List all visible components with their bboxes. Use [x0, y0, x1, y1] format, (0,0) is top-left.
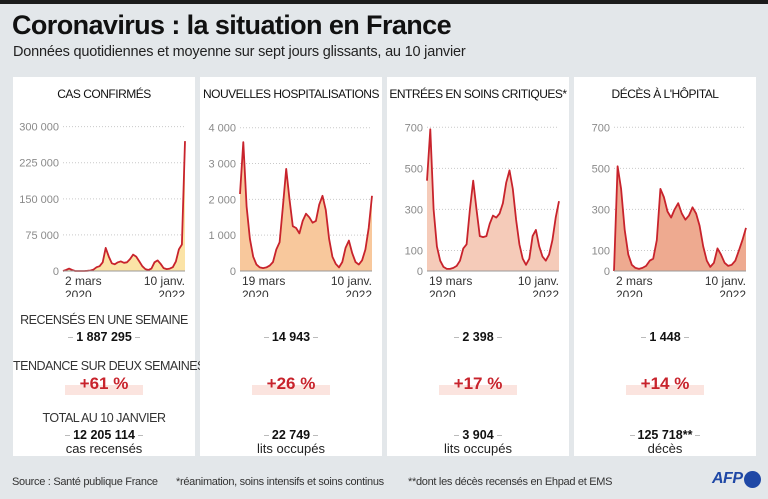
y-tick-label: 150 000: [19, 194, 59, 206]
total-value: 22 749: [200, 428, 382, 442]
panel-title: NOUVELLES HOSPITALISATIONS: [203, 87, 379, 101]
area-fill: [427, 129, 559, 271]
total-value: 12 205 114: [13, 428, 195, 442]
weekly-value: 1 448: [574, 330, 756, 344]
panel-title: CAS CONFIRMÉS: [57, 87, 151, 101]
series-line: [239, 141, 373, 269]
panel-cas-confirmes: CAS CONFIRMÉS 0 75 000 150 000 225 000 300 0…: [13, 77, 205, 456]
y-tick-label: 700: [592, 122, 610, 134]
trend-value: +26 %: [266, 374, 316, 393]
y-tick-label: 0: [417, 266, 423, 278]
x-tick-label: 2022: [158, 288, 185, 297]
trend-value: +14 %: [640, 374, 690, 393]
x-tick-label: 2 mars: [616, 274, 653, 288]
weekly-value: 1 887 295: [13, 330, 195, 344]
weekly-value-text: 1 448: [641, 330, 689, 344]
x-tick-label: 2020: [429, 288, 456, 297]
y-tick-label: 0: [604, 266, 610, 278]
trend-highlight: [626, 385, 704, 395]
panel-soins-critiques: ENTRÉES EN SOINS CRITIQUES* 0 100 300 500 70…: [387, 77, 569, 456]
y-tick-label: 500: [405, 163, 423, 175]
y-tick-label: 300 000: [19, 122, 59, 134]
weekly-value-text: 14 943: [263, 330, 319, 344]
area-fill: [63, 141, 185, 271]
panel-title: ENTRÉES EN SOINS CRITIQUES*: [389, 87, 567, 101]
x-tick-label: 10 janv.: [144, 274, 185, 288]
y-tick-label: 2 000: [208, 194, 236, 206]
x-tick-label: 2 mars: [65, 274, 102, 288]
trend-value: +61 %: [79, 374, 129, 393]
area-fill: [614, 166, 746, 271]
x-tick-label: 2022: [345, 288, 372, 297]
total-value-text: 22 749: [263, 428, 319, 442]
x-tick-label: 2020: [242, 288, 269, 297]
panel-hospitalisations: NOUVELLES HOSPITALISATIONS 0 1 000 2 000 3 …: [200, 77, 382, 456]
trend-highlight: [65, 385, 143, 395]
afp-logo-dot-icon: [743, 470, 761, 488]
weekly-value: 14 943: [200, 330, 382, 344]
footer-source: Source : Santé publique France: [12, 476, 158, 488]
x-tick-label: 10 janv.: [518, 274, 559, 288]
series-line: [62, 141, 186, 272]
weekly-value-text: 1 887 295: [68, 330, 140, 344]
y-tick-label: 1 000: [208, 230, 236, 242]
x-tick-label: 2022: [719, 288, 746, 297]
y-tick-label: 100: [405, 245, 423, 257]
y-tick-label: 500: [592, 163, 610, 175]
y-tick-label: 300: [405, 204, 423, 216]
trend-highlight: [252, 385, 330, 395]
total-value-text: 12 205 114: [65, 428, 143, 442]
panel-deces: DÉCÈS À L'HÔPITAL 0 100 300 500 700 2 mars 202…: [574, 77, 756, 456]
x-tick-label: 10 janv.: [705, 274, 746, 288]
page-title: Coronavirus : la situation en France: [12, 10, 452, 40]
y-tick-label: 0: [53, 266, 59, 278]
footer-note-1: *réanimation, soins intensifs et soins c…: [176, 476, 384, 488]
weekly-label: RECENSÉS EN UNE SEMAINE: [20, 313, 188, 327]
trend-value: +17 %: [453, 374, 503, 393]
x-tick-label: 19 mars: [242, 274, 285, 288]
footer-note-2: **dont les décès recensés en Ehpad et EM…: [408, 476, 613, 488]
x-tick-label: 2022: [532, 288, 559, 297]
afp-logo-text: AFP: [712, 470, 743, 487]
y-tick-label: 3 000: [208, 159, 236, 171]
y-tick-label: 75 000: [25, 230, 59, 242]
total-label: TOTAL AU 10 JANVIER: [42, 411, 166, 425]
top-bar: [0, 0, 768, 4]
total-unit: lits occupés: [444, 441, 512, 456]
total-value: 125 718**: [574, 428, 756, 442]
total-unit: cas recensés: [65, 441, 143, 456]
y-tick-label: 300: [592, 204, 610, 216]
trend-highlight: [439, 385, 517, 395]
y-tick-label: 700: [405, 122, 423, 134]
y-tick-label: 0: [230, 266, 236, 278]
y-tick-label: 4 000: [208, 123, 236, 135]
weekly-value: 2 398: [387, 330, 569, 344]
series-line: [426, 128, 560, 270]
total-unit: lits occupés: [257, 441, 325, 456]
x-tick-label: 2020: [65, 288, 92, 297]
total-value-text: 3 904: [454, 428, 502, 442]
total-unit: décès: [647, 441, 683, 456]
weekly-value-text: 2 398: [454, 330, 502, 344]
series-line: [613, 165, 747, 272]
trend-label: TENDANCE SUR DEUX SEMAINES: [13, 359, 205, 373]
total-value: 3 904: [387, 428, 569, 442]
x-tick-label: 10 janv.: [331, 274, 372, 288]
x-tick-label: 19 mars: [429, 274, 472, 288]
total-value-text: 125 718**: [629, 428, 701, 442]
y-tick-label: 225 000: [19, 158, 59, 170]
page-subtitle: Données quotidiennes et moyenne sur sept…: [13, 44, 466, 60]
panel-title: DÉCÈS À L'HÔPITAL: [611, 87, 719, 101]
y-tick-label: 100: [592, 245, 610, 257]
x-tick-label: 2020: [616, 288, 643, 297]
afp-logo: AFP: [712, 470, 761, 488]
